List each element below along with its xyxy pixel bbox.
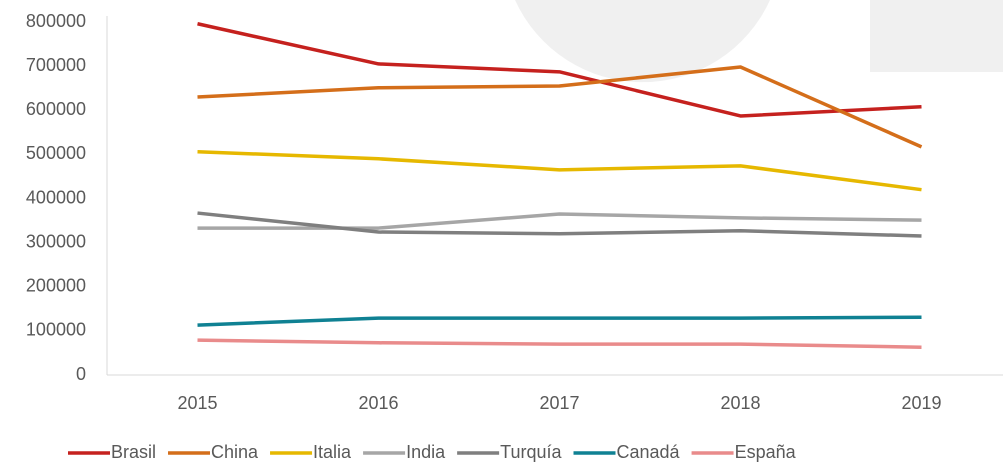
y-tick-label: 500000 [26, 143, 86, 163]
series-line [197, 338, 922, 349]
legend-label: India [406, 442, 446, 462]
x-tick-label: 2017 [539, 393, 579, 413]
series-line [197, 212, 922, 230]
y-tick-label: 200000 [26, 276, 86, 296]
legend-label: China [211, 442, 259, 462]
legend-label: Italia [313, 442, 352, 462]
series-line [197, 22, 922, 118]
y-tick-label: 600000 [26, 99, 86, 119]
y-tick-label: 0 [76, 364, 86, 384]
series-line [197, 65, 923, 149]
watermark [515, 0, 1003, 83]
y-tick-label: 800000 [26, 11, 86, 31]
y-tick-label: 700000 [26, 55, 86, 75]
legend-label: Canadá [617, 442, 681, 462]
y-tick-label: 100000 [26, 320, 86, 340]
series-line [197, 211, 922, 238]
x-tick-label: 2016 [358, 393, 398, 413]
legend-label: Brasil [111, 442, 156, 462]
x-tick-label: 2019 [901, 393, 941, 413]
legend-label: Turquía [500, 442, 562, 462]
y-tick-label: 400000 [26, 187, 86, 207]
y-tick-label: 300000 [26, 231, 86, 251]
x-tick-label: 2015 [177, 393, 217, 413]
series-line [197, 149, 922, 192]
series-line [197, 315, 922, 327]
x-tick-label: 2018 [720, 393, 760, 413]
legend-label: España [735, 442, 797, 462]
